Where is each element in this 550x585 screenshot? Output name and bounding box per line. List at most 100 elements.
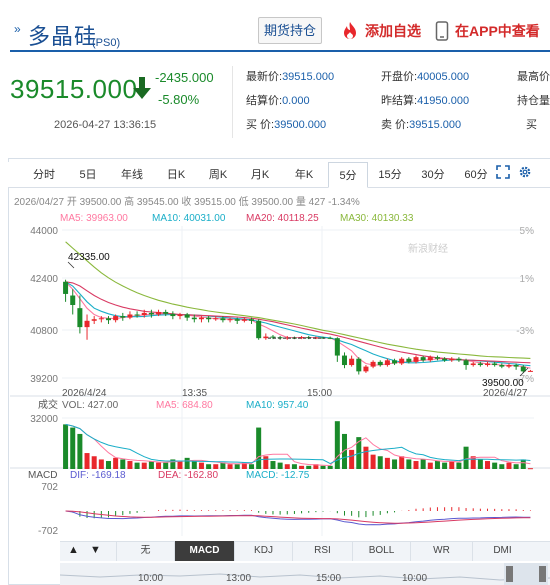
volume-bar (327, 465, 333, 469)
volume-bar (227, 464, 233, 469)
field-high-price: 最高价 (517, 71, 550, 83)
open-in-app-button[interactable]: 在APP中查看 (435, 19, 540, 43)
indicator-dmi[interactable]: DMI (472, 541, 532, 561)
field-bid-volume: 买 (526, 119, 537, 131)
futures-position-button[interactable]: 期货持仓 (258, 17, 322, 44)
price-tick-label: 44000 (30, 226, 58, 237)
low-marker-line (519, 367, 529, 377)
navigator-handle-left[interactable] (506, 566, 513, 582)
field-ask-price: 卖 价:39515.000 (381, 119, 462, 131)
tab-5day[interactable]: 5日 (79, 169, 97, 181)
high-marker-line (67, 261, 75, 269)
dea-line (65, 510, 531, 524)
volume-bar (177, 461, 183, 469)
price-change: -2435.000 (155, 70, 214, 85)
scroll-down-icon[interactable]: ▼ (90, 544, 101, 556)
indicator-macd[interactable]: MACD (174, 541, 234, 561)
candle-body (241, 319, 247, 321)
candle-body (420, 357, 426, 361)
volume-bar (105, 461, 111, 469)
volume-bar (299, 465, 305, 469)
tab-intraday[interactable]: 分时 (33, 169, 55, 181)
candle-body (270, 336, 276, 338)
volume-bar (485, 461, 491, 469)
candle-body (284, 337, 290, 339)
macd-histogram: 702 -702 (38, 482, 531, 537)
page-title: 多晶硅 (28, 24, 98, 49)
tab-5min[interactable]: 5分 (328, 162, 368, 188)
dea-label: DEA: -162.80 (158, 470, 218, 481)
tab-30min[interactable]: 30分 (421, 169, 445, 181)
gear-icon[interactable] (518, 165, 532, 179)
tab-daily-k[interactable]: 日K (166, 169, 186, 181)
candle-body (63, 281, 69, 294)
ohlc-info: 2026/04/27 开 39500.00 高 39545.00 收 39515… (14, 195, 360, 208)
volume-bar (113, 457, 119, 469)
candle-body (434, 357, 440, 359)
volume-bar (492, 462, 498, 469)
percent-tick-label: -3% (516, 326, 534, 337)
candle-body (406, 358, 412, 362)
time-tick-label: 2026/4/27 (483, 388, 528, 399)
candle-body (113, 316, 119, 321)
indicator-kdj[interactable]: KDJ (234, 541, 292, 561)
candle-body (220, 318, 226, 321)
candle-body (449, 358, 455, 361)
volume-bar (234, 464, 240, 469)
symbol-code: (PS0) (92, 37, 121, 49)
add-favorite-button[interactable]: 添加自选 (340, 19, 421, 43)
time-tick-label: 2026/4/24 (62, 388, 107, 399)
volume-label: 成交 (38, 398, 58, 411)
tab-yearly-k[interactable]: 年K (294, 169, 314, 181)
candle-body (256, 320, 262, 339)
ma-line-ma30 (65, 241, 531, 359)
tab-monthly-k[interactable]: 月K (250, 169, 270, 181)
navigator-window[interactable] (504, 563, 548, 585)
header: » 多晶硅 (PS0) 期货持仓 添加自选 在APP中查看 (0, 0, 550, 56)
volume-bar (392, 459, 398, 469)
ma-line-ma10 (65, 281, 531, 367)
candle-body (442, 358, 448, 361)
candle-body (163, 311, 169, 314)
down-arrow-icon (133, 77, 151, 99)
indicator-boll[interactable]: BOLL (352, 541, 410, 561)
candle-body (170, 313, 176, 317)
tab-weekly-k[interactable]: 周K (208, 169, 228, 181)
candlesticks (63, 261, 533, 377)
navigator-handle-right[interactable] (539, 566, 546, 582)
scroll-up-icon[interactable]: ▲ (68, 544, 79, 556)
indicator-rsi[interactable]: RSI (292, 541, 352, 561)
tab-15min[interactable]: 15分 (378, 169, 402, 181)
tab-60min[interactable]: 60分 (464, 169, 488, 181)
high-price-marker: 42335.00 (68, 252, 110, 263)
volume-bar (420, 459, 426, 469)
volume-bar (427, 462, 433, 469)
candle-body (84, 320, 90, 328)
volume-bar (449, 461, 455, 469)
fullscreen-icon[interactable] (496, 165, 510, 179)
open-in-app-label: 在APP中查看 (455, 23, 540, 39)
field-open-interest: 持仓量 (517, 95, 550, 107)
volume-bar (463, 446, 469, 469)
range-navigator[interactable] (59, 563, 550, 585)
indicator-none[interactable]: 无 (116, 541, 174, 561)
volume-bar (291, 464, 297, 469)
volume-bar (406, 459, 412, 469)
percent-tick-label: 5% (520, 226, 535, 237)
tab-yearline[interactable]: 年线 (121, 169, 143, 181)
volume-bar (206, 464, 212, 469)
indicator-wr[interactable]: WR (410, 541, 472, 561)
moving-average-lines (65, 241, 531, 369)
volume-bar (156, 462, 162, 469)
volume-bar (184, 457, 190, 469)
navigator-sparkline (59, 563, 550, 585)
volume-bar (77, 433, 83, 469)
candle-body (477, 363, 483, 366)
period-tabs: 分时 5日 年线 日K 周K 月K 年K 5分 15分 30分 60分 (8, 162, 550, 188)
candle-body (370, 361, 376, 367)
volume-ma5-label: MA5: 684.80 (156, 400, 213, 411)
volume-bar (506, 462, 512, 469)
volume-bar (341, 433, 347, 469)
navigator-tick: 15:00 (316, 573, 342, 584)
